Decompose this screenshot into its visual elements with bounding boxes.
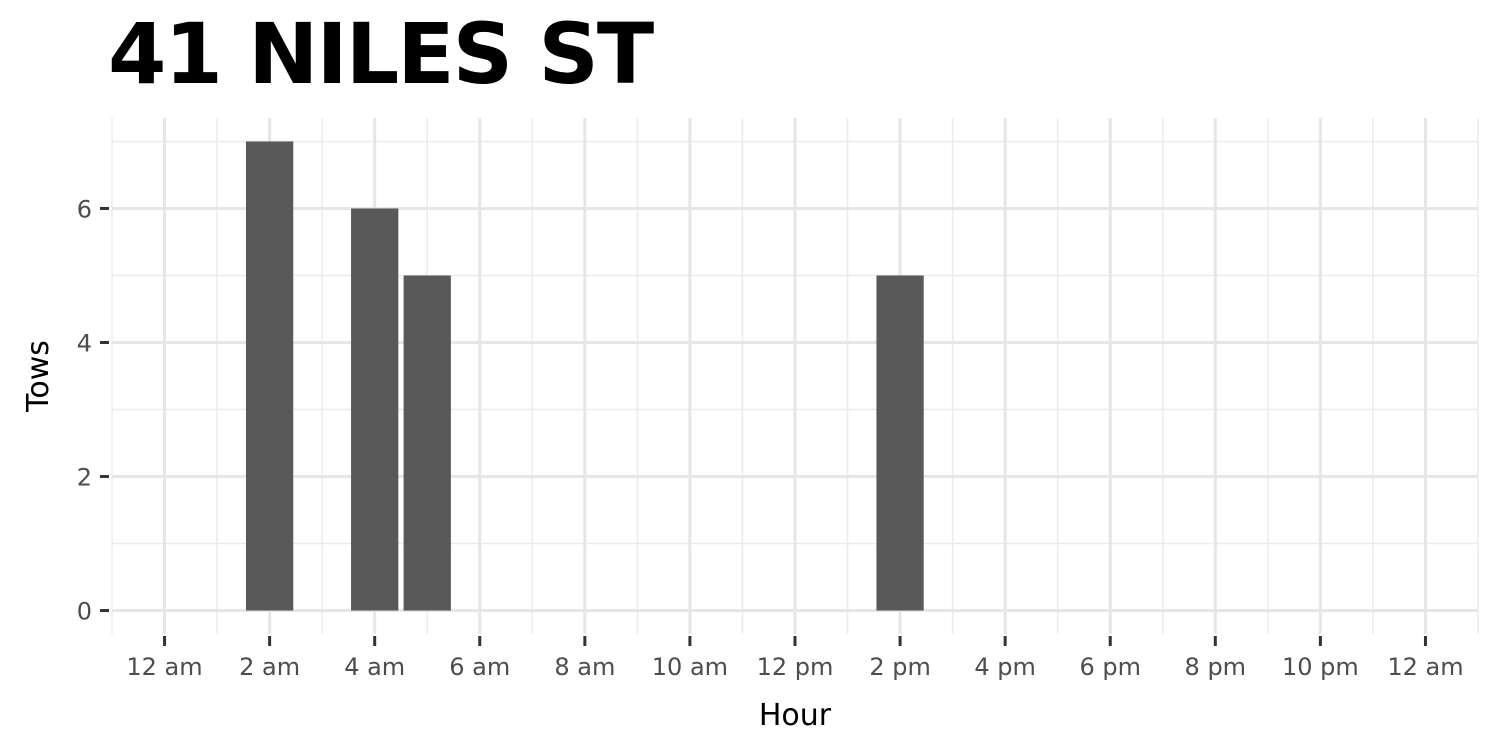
x-tick-label: 12 am bbox=[126, 653, 202, 681]
x-axis: 12 am 2 am 4 am 6 am 8 am 10 am 12 pm 2 pm 4 pm 6… bbox=[126, 636, 1464, 681]
bar bbox=[351, 208, 399, 611]
x-tick-label: 10 am bbox=[652, 653, 728, 681]
x-tick-label: 12 am bbox=[1387, 653, 1463, 681]
x-axis-title: Hour bbox=[759, 698, 832, 733]
y-tick-label: 6 bbox=[77, 195, 92, 223]
bar bbox=[245, 141, 294, 611]
y-tick-label: 4 bbox=[77, 329, 92, 357]
x-tick-label: 4 pm bbox=[974, 653, 1036, 681]
x-tick-label: 2 pm bbox=[869, 653, 931, 681]
chart-title: 41 NILES ST bbox=[108, 5, 654, 103]
x-tick-label: 8 pm bbox=[1185, 653, 1247, 681]
x-tick-label: 4 am bbox=[344, 653, 405, 681]
y-tick-label: 0 bbox=[77, 598, 92, 626]
bars bbox=[245, 141, 924, 611]
bar bbox=[876, 275, 924, 611]
y-axis-title: Tows bbox=[21, 340, 56, 413]
x-tick-label: 6 am bbox=[449, 653, 510, 681]
x-tick-label: 2 am bbox=[239, 653, 300, 681]
x-tick-label: 10 pm bbox=[1282, 653, 1359, 681]
bar bbox=[403, 275, 451, 611]
x-tick-label: 8 am bbox=[554, 653, 615, 681]
grid-lines bbox=[111, 118, 1479, 634]
y-tick-label: 2 bbox=[77, 464, 92, 492]
y-axis: 0 2 4 6 bbox=[77, 195, 109, 626]
x-tick-label: 6 pm bbox=[1079, 653, 1141, 681]
x-tick-label: 12 pm bbox=[757, 653, 834, 681]
